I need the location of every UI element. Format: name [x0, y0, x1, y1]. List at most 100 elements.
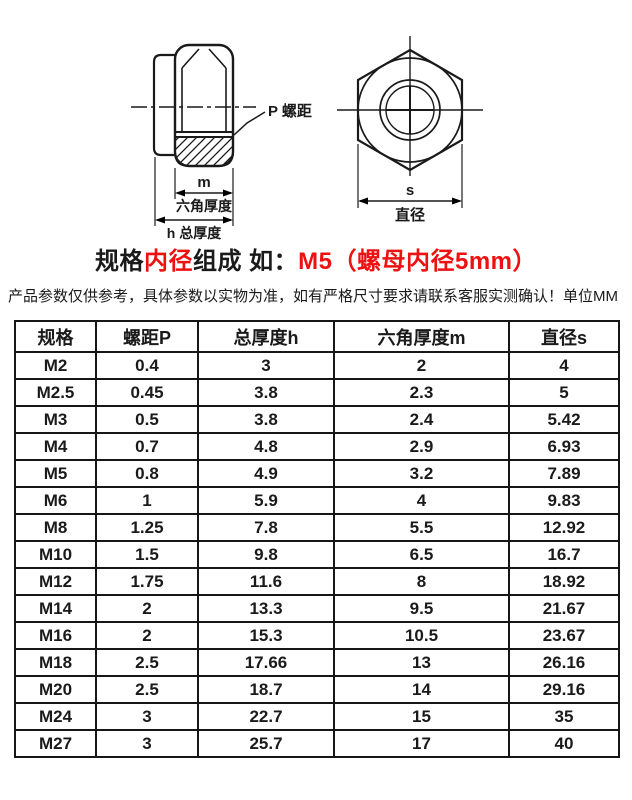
cell: 11.6: [197, 567, 335, 596]
table-row: M18 2.5 17.66 13 26.16: [14, 648, 620, 677]
cell: 18.7: [197, 675, 335, 704]
header-cell: 直径s: [508, 320, 620, 353]
cell: 1.25: [95, 513, 199, 542]
cell: M14: [14, 594, 97, 623]
cell: M10: [14, 540, 97, 569]
dimension-m-label: m: [197, 174, 210, 191]
collar-outline: [152, 53, 180, 157]
heading: 规格内径组成 如：M5（螺母内径5mm）: [0, 241, 632, 276]
cell: 13.3: [197, 594, 335, 623]
cell: 5.42: [508, 405, 620, 434]
cell: 6.5: [333, 540, 510, 569]
cell: 5.9: [197, 486, 335, 515]
spec-table-head-row: 规格 螺距P 总厚度h 六角厚度m 直径s: [14, 320, 620, 353]
table-row: M10 1.5 9.8 6.5 16.7: [14, 540, 620, 569]
cell: 2.9: [333, 432, 510, 461]
header-cell: 螺距P: [95, 320, 199, 353]
cell: 3.8: [197, 405, 335, 434]
cell: 7.89: [508, 459, 620, 488]
cell: 2.5: [95, 675, 199, 704]
cell: M16: [14, 621, 97, 650]
cell: 3: [197, 351, 335, 380]
cell: 17.66: [197, 648, 335, 677]
cell: 10.5: [333, 621, 510, 650]
cell: 29.16: [508, 675, 620, 704]
cell: 2.3: [333, 378, 510, 407]
cell: 21.67: [508, 594, 620, 623]
table-row: M8 1.25 7.8 5.5 12.92: [14, 513, 620, 542]
table-row: M2.5 0.45 3.8 2.3 5: [14, 378, 620, 407]
cell: M20: [14, 675, 97, 704]
unit-label: 单位MM: [563, 288, 619, 305]
chamfer-line: [208, 48, 227, 69]
arrowhead: [155, 216, 165, 224]
cell: 15.3: [197, 621, 335, 650]
cell: 7.8: [197, 513, 335, 542]
cell: 8: [333, 567, 510, 596]
disclaimer-text: 产品参数仅供参考，具体参数以实物为准，如有严格尺寸要求请联系客服实测确认！: [8, 288, 564, 305]
hatch-area: [174, 136, 234, 167]
cell: 6.93: [508, 432, 620, 461]
arrowhead: [358, 197, 368, 205]
cell: M12: [14, 567, 97, 596]
heading-segment: 组成 如：: [192, 248, 299, 275]
cell: M8: [14, 513, 97, 542]
cell: 18.92: [508, 567, 620, 596]
cell: 0.8: [95, 459, 199, 488]
cell: M4: [14, 432, 97, 461]
cell: 9.5: [333, 594, 510, 623]
cell: 4: [508, 351, 620, 380]
header-cell: 总厚度h: [197, 320, 335, 353]
cell: 1.75: [95, 567, 199, 596]
cell: M6: [14, 486, 97, 515]
cell: M2.5: [14, 378, 97, 407]
cell: 2.4: [333, 405, 510, 434]
cell: 35: [508, 702, 620, 731]
cell: 4.8: [197, 432, 335, 461]
table-row: M20 2.5 18.7 14 29.16: [14, 675, 620, 704]
hexagon-outline: [356, 48, 464, 172]
cell: 4.9: [197, 459, 335, 488]
table-row: M14 2 13.3 9.5 21.67: [14, 594, 620, 623]
cell: 5: [508, 378, 620, 407]
cell: 2: [95, 594, 199, 623]
inscribed-circle: [357, 57, 463, 163]
cell: 9.8: [197, 540, 335, 569]
table-row: M3 0.5 3.8 2.4 5.42: [14, 405, 620, 434]
cell: 2: [95, 621, 199, 650]
cell: 3.2: [333, 459, 510, 488]
cell: M27: [14, 729, 97, 758]
cell: 25.7: [197, 729, 335, 758]
cell: 16.7: [508, 540, 620, 569]
cell: 0.7: [95, 432, 199, 461]
spec-table-body: M2 0.4 3 2 4 M2.5 0.45 3.8 2.3 5 M3 0.5 3.8 2.4 5.42 M4…: [14, 351, 620, 758]
header-cell: 六角厚度m: [333, 320, 510, 353]
side-view-diagram: P 螺距 m 六角厚度 h 总厚度: [131, 43, 312, 241]
cell: 17: [333, 729, 510, 758]
cell: 15: [333, 702, 510, 731]
cell: M18: [14, 648, 97, 677]
hole-outer-circle: [379, 79, 441, 141]
cell: M2: [14, 351, 97, 380]
cell: 0.4: [95, 351, 199, 380]
heading-segment: 规格: [94, 248, 144, 275]
heading-segment: M5（螺母内径5mm）: [298, 248, 538, 275]
pitch-label: P 螺距: [268, 102, 312, 120]
top-view-diagram: s 直径: [337, 36, 483, 224]
cell: M24: [14, 702, 97, 731]
total-thickness-label: h 总厚度: [167, 225, 222, 241]
cell: 22.7: [197, 702, 335, 731]
cell: 2: [333, 351, 510, 380]
disclaimer-note: 产品参数仅供参考，具体参数以实物为准，如有严格尺寸要求请联系客服实测确认！ 单位…: [8, 285, 618, 306]
cell: 3: [95, 702, 199, 731]
arrowhead: [452, 197, 462, 205]
cell: 12.92: [508, 513, 620, 542]
table-row: M12 1.75 11.6 8 18.92: [14, 567, 620, 596]
cell: 2.5: [95, 648, 199, 677]
table-row: M27 3 25.7 17 40: [14, 729, 620, 758]
cell: 4: [333, 486, 510, 515]
cell: 13: [333, 648, 510, 677]
chamfer-line: [181, 48, 200, 69]
arrowhead: [175, 189, 185, 197]
